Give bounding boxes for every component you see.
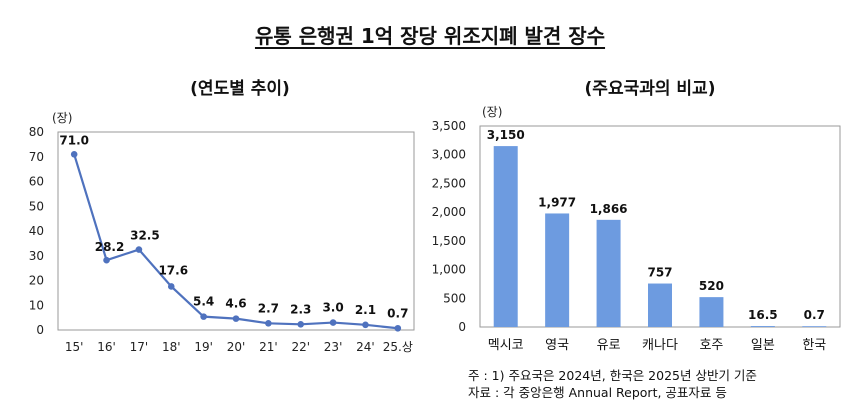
line-x-tick-label: 24'	[356, 340, 375, 354]
bar-data-label: 3,150	[487, 128, 525, 142]
line-y-tick-label: 30	[29, 249, 44, 263]
bar-y-unit-label: (장)	[482, 105, 502, 119]
line-data-label: 28.2	[95, 240, 125, 254]
line-point	[297, 321, 305, 328]
line-point	[394, 324, 402, 332]
bar	[545, 213, 570, 327]
bar-data-label: 1,977	[538, 195, 576, 209]
line-x-tick-label: 21'	[259, 340, 278, 354]
bar-chart-subtitle: (주요국과의 비교)	[584, 79, 716, 99]
line-data-label: 32.5	[130, 229, 160, 243]
bar-y-tick-label: 3,000	[432, 148, 466, 162]
bar-y-tick-label: 2,500	[432, 176, 466, 190]
line-x-tick-label: 22'	[291, 340, 310, 354]
bar-category-label: 유로	[597, 338, 621, 353]
bar-data-label: 520	[699, 279, 724, 293]
line-point	[232, 315, 240, 322]
line-chart-subtitle: (연도별 추이)	[190, 79, 290, 99]
line-y-unit-label: (장)	[52, 111, 72, 125]
footnote: 주 : 1) 주요국은 2024년, 한국은 2025년 상반기 기준 자료 :…	[468, 367, 757, 401]
line-point	[362, 321, 369, 329]
line-point	[265, 320, 272, 327]
bar-data-label: 0.7	[804, 308, 825, 322]
line-data-label: 4.6	[225, 297, 246, 311]
line-x-tick-label: 15'	[65, 340, 84, 354]
bar	[648, 283, 672, 327]
bar	[493, 146, 518, 327]
bar-category-label: 한국	[802, 338, 826, 353]
bar-category-label: 캐나다	[642, 338, 678, 353]
line-x-tick-label: 17'	[130, 340, 149, 354]
bar-category-label: 일본	[751, 338, 775, 353]
line-y-tick-label: 10	[29, 298, 44, 312]
main-title: 유통 은행권 1억 장당 위조지폐 발견 장수	[0, 20, 860, 49]
bar	[699, 297, 724, 327]
line-plot-frame	[57, 131, 415, 331]
bar-y-tick-label: 500	[443, 291, 466, 305]
bar-data-label: 16.5	[748, 308, 778, 322]
line-data-label: 3.0	[322, 301, 343, 315]
bar	[750, 326, 775, 327]
line-data-label: 2.7	[258, 301, 279, 315]
bar-data-label: 757	[647, 266, 672, 280]
line-point	[103, 256, 110, 264]
line-y-tick-label: 70	[29, 150, 44, 164]
line-y-tick-label: 40	[29, 224, 44, 238]
bar-category-label: 영국	[545, 338, 569, 353]
line-x-tick-label: 23'	[324, 340, 343, 354]
bar-data-label: 1,866	[590, 202, 628, 216]
line-y-tick-label: 0	[36, 323, 44, 337]
bar-y-tick-label: 0	[458, 320, 466, 334]
line-point	[200, 313, 207, 320]
bar-category-label: 호주	[699, 338, 723, 353]
line-point	[167, 283, 175, 290]
line-y-tick-label: 80	[29, 125, 44, 139]
line-x-tick-label: 19'	[194, 340, 213, 354]
bar	[802, 326, 827, 327]
line-x-tick-label: 18'	[162, 340, 181, 354]
line-point	[135, 246, 143, 253]
line-point	[329, 319, 337, 326]
bar	[596, 219, 621, 327]
line-data-label: 2.1	[355, 303, 376, 317]
line-data-label: 71.0	[59, 133, 89, 147]
bar-y-tick-label: 2,000	[432, 205, 466, 219]
line-data-label: 0.7	[387, 306, 408, 320]
bar-y-tick-label: 3,500	[432, 119, 466, 133]
footnote-source: 자료 : 각 중앙은행 Annual Report, 공표자료 등	[468, 385, 727, 400]
line-x-tick-label: 20'	[227, 340, 246, 354]
footnote-note: 주 : 1) 주요국은 2024년, 한국은 2025년 상반기 기준	[468, 368, 757, 383]
line-point	[70, 150, 78, 158]
line-y-tick-label: 20	[29, 274, 44, 288]
line-x-tick-label: 25.상	[383, 340, 413, 354]
bar-y-tick-label: 1,000	[432, 263, 466, 277]
line-x-tick-label: 16'	[97, 340, 116, 354]
line-data-label: 2.3	[290, 302, 311, 316]
line-data-label: 5.4	[193, 295, 214, 309]
main-title-text: 유통 은행권 1억 장당 위조지폐 발견 장수	[254, 24, 606, 48]
line-y-tick-label: 50	[29, 199, 44, 213]
bar-category-label: 멕시코	[488, 338, 524, 353]
bar-y-tick-label: 1,500	[432, 234, 466, 248]
line-data-label: 17.6	[158, 263, 188, 277]
line-y-tick-label: 60	[29, 175, 44, 189]
